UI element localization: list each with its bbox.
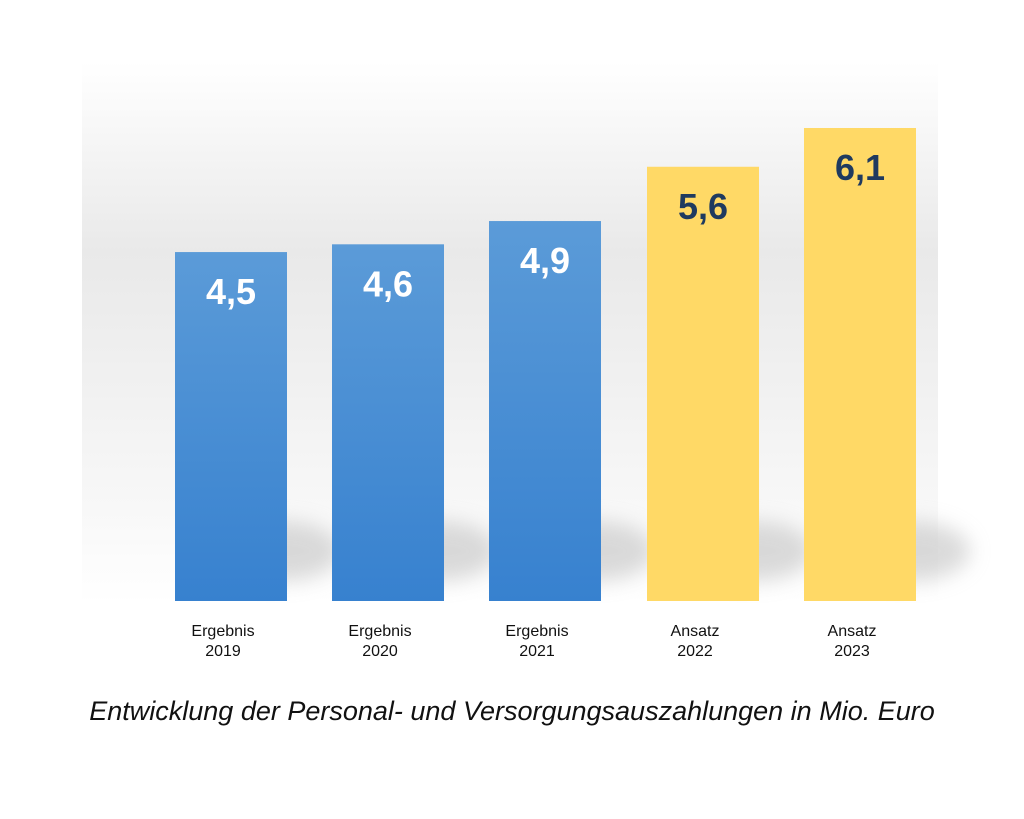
- category-labels: Ergebnis 2019 Ergebnis 2020 Ergebnis 2021 Ansa…: [191, 623, 876, 660]
- category-tick-label: Ansatz: [671, 623, 720, 640]
- bar: [804, 128, 916, 601]
- bar: [647, 166, 759, 601]
- data-label: 4,6: [363, 263, 413, 304]
- data-label: 4,9: [520, 240, 570, 281]
- data-label: 6,1: [835, 147, 885, 188]
- value-labels: 4,5 4,6 4,9 5,6 6,1: [206, 147, 885, 312]
- bar: [175, 252, 287, 602]
- category-tick-label: 2023: [834, 643, 870, 660]
- category-tick-label: Ansatz: [828, 623, 877, 640]
- category-tick-label: Ergebnis: [348, 623, 411, 640]
- category-tick-label: 2020: [362, 643, 398, 660]
- bar: [489, 221, 601, 601]
- bars: [175, 128, 916, 602]
- data-label: 5,6: [678, 186, 728, 227]
- category-tick-label: 2019: [205, 643, 241, 660]
- category-tick-label: 2021: [519, 643, 555, 660]
- category-tick-label: 2022: [677, 643, 713, 660]
- category-tick-label: Ergebnis: [505, 623, 568, 640]
- bar: [332, 244, 444, 602]
- chart-title: Entwicklung der Personal- und Versorgung…: [89, 696, 935, 726]
- category-tick-label: Ergebnis: [191, 623, 254, 640]
- data-label: 4,5: [206, 271, 256, 312]
